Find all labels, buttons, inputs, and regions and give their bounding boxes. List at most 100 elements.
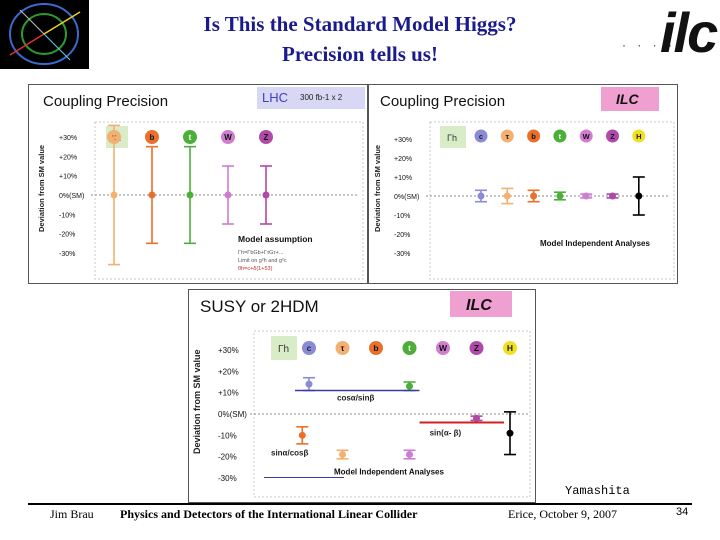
chart-title: Coupling Precision [43,93,168,110]
cos-over-sin-label: cosα/sinβ [337,394,374,403]
category-label-c: c [479,132,483,141]
data-point-Z [473,414,480,422]
data-point-t [556,192,564,200]
sin-over-cos-label: sinα/cosβ [271,448,308,457]
y-tick-label: -10% [394,213,410,220]
chart-ilc-panel: Coupling Precision ILC Deviation from SM… [368,84,678,284]
plot-frame [429,121,675,280]
slide-title-line-1: Is This the Standard Model Higgs? [203,12,517,36]
data-point-b [148,191,156,199]
category-bubble-c [302,341,316,355]
category-label-t: t [559,132,562,141]
ilc-badge: ILC [616,91,639,107]
y-tick-label: +10% [394,175,412,182]
category-bubble-W [436,341,450,355]
data-point-Z [262,191,270,199]
data-point-b [530,192,538,200]
y-tick-label: -10% [59,212,75,219]
credit-yamashita: Yamashita [565,484,630,498]
chart-title: Coupling Precision [380,93,505,110]
footer-divider [28,503,692,505]
y-tick-label: 0%(SM) [394,194,419,201]
ilc-logo-dots: · · · · [622,38,676,52]
y-axis-label: Deviation from SM value [373,145,382,232]
category-bubble-b [369,341,383,355]
y-tick-label: -20% [394,232,410,239]
data-point-c [305,380,313,388]
chart-susy-panel: SUSY or 2HDM ILC Deviation from SM value… [188,289,536,503]
category-bubble-t [183,130,197,144]
y-axis-label: Deviation from SM value [37,145,46,232]
data-point-τ [110,191,118,199]
luminosity-label: 300 fb-1 x 2 [300,93,343,102]
data-point-W [224,191,232,199]
data-point-t [406,382,413,390]
category-label-W: W [224,133,232,142]
lhc-badge: LHC [262,90,288,105]
category-label-W: W [583,132,591,141]
y-axis-label: Deviation from SM value [192,349,202,454]
category-bubble-t [402,341,417,355]
category-bubble-t [553,129,567,143]
category-label-τ: τ [506,132,510,141]
plot-frame [94,121,364,280]
annotation-note-3: θh=c+δ(1+53) [238,266,273,272]
sin-alpha-minus-beta-label: sin(α- β) [430,429,462,438]
data-point-W [406,451,413,459]
category-bubble-c [474,129,488,143]
gamma-box [440,126,466,148]
data-point-t [186,191,194,199]
annotation: Model assumption [238,234,313,244]
category-label-Z: Z [610,132,615,141]
category-bubble-H [503,341,517,355]
chart-title: SUSY or 2HDM [200,297,319,316]
data-point-W [582,192,590,200]
ilc-logo: ilc [660,1,718,64]
footer-venue-date: Erice, October 9, 2007 [508,507,617,521]
y-tick-label: -20% [59,232,75,239]
group-line-cos-label [298,371,300,380]
gamma-label: Γh [278,344,289,355]
gamma-label: Γh [447,133,457,143]
event-display-image [0,0,89,69]
category-label-b: b [373,343,378,353]
slide-title-line-2: Precision tells us! [282,42,438,66]
ilc-badge: ILC [466,297,492,314]
ilc-badge-bg [450,291,512,317]
data-point-τ [339,451,346,459]
category-label-Z: Z [474,343,479,353]
category-label-b: b [531,132,536,141]
footer-page-number: 34 [676,506,689,518]
y-tick-label: 0%(SM) [59,193,84,200]
y-tick-label: -30% [59,251,75,258]
annotation: Model Independent Analyses [540,239,650,248]
category-bubble-τ [500,129,514,143]
category-label-b: b [150,133,155,142]
category-label-t: t [189,133,192,142]
ilc-badge-bg [601,87,659,111]
data-point-H [506,429,514,437]
y-tick-label: 0%(SM) [218,410,247,419]
annotation-note-1: Γh=ΓbGb+ΓτGτ+... [238,250,284,256]
category-label-H: H [636,132,641,141]
category-bubble-b [527,129,541,143]
category-bubble-b [145,130,159,144]
y-tick-label: +20% [394,156,412,163]
category-label-Z: Z [264,133,269,142]
chart-lhc-panel: Coupling Precision LHC 300 fb-1 x 2 Devi… [28,84,368,284]
annotation: Model Independent Analyses [334,467,444,476]
data-point-b [298,431,306,439]
y-tick-label: -10% [218,431,237,440]
category-bubble-Z [259,130,273,144]
model-assumption-box [233,231,341,275]
footer-talk-title: Physics and Detectors of the Internation… [120,507,418,521]
gamma-box [271,336,297,360]
event-display-graphic [9,3,81,65]
y-tick-label: +10% [218,389,239,398]
y-tick-label: -30% [394,251,410,258]
category-bubble-W [221,130,235,144]
data-point-H [635,192,643,200]
data-point-c [477,192,485,200]
y-tick-label: +20% [59,154,77,161]
category-bubble-Z [606,129,619,143]
